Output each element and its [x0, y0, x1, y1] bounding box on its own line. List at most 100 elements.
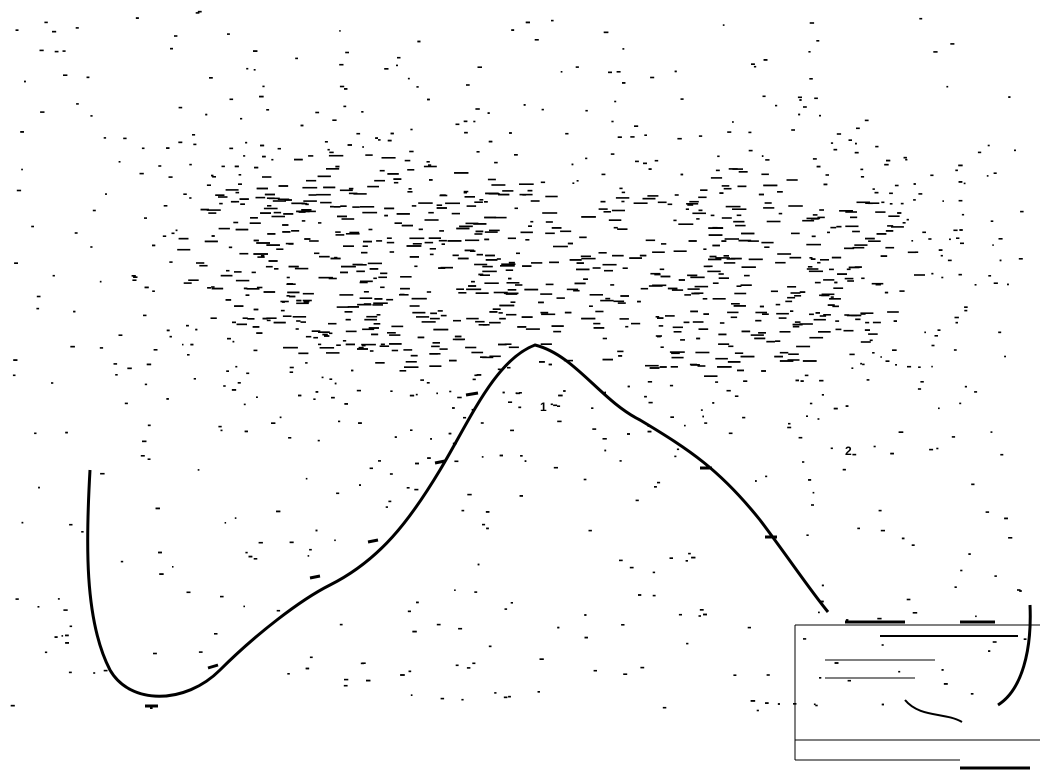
dot [93, 210, 96, 212]
dot [941, 255, 943, 257]
dot [296, 300, 301, 302]
dot [807, 268, 819, 270]
dot [766, 341, 775, 343]
dot [762, 313, 769, 315]
dot [338, 421, 340, 423]
dot [339, 294, 353, 296]
dot [312, 330, 320, 332]
dot [374, 298, 382, 300]
dot [634, 202, 648, 204]
dot [323, 187, 335, 189]
dot [422, 321, 436, 323]
dot [617, 351, 623, 353]
dot [477, 374, 482, 376]
dot [353, 264, 363, 266]
dot [430, 248, 436, 250]
dot [657, 482, 660, 484]
dot [370, 268, 379, 270]
dot [603, 264, 617, 266]
dot [325, 141, 328, 143]
dot [485, 231, 498, 233]
dot [684, 322, 690, 324]
dot [703, 313, 709, 315]
dot [810, 22, 814, 24]
dot [779, 317, 787, 319]
dot [553, 405, 557, 407]
dot [796, 346, 810, 348]
dot [254, 350, 258, 352]
dot [464, 121, 468, 123]
dot [199, 265, 207, 267]
dot [674, 331, 682, 333]
dot [775, 262, 786, 264]
dot [349, 188, 354, 190]
dot [882, 704, 884, 706]
dot [964, 310, 967, 312]
dot [711, 215, 715, 217]
dot [594, 670, 597, 672]
dot [298, 353, 308, 355]
dot [393, 178, 401, 180]
dot [755, 320, 761, 322]
dot [411, 355, 418, 357]
dot [458, 628, 462, 630]
dot [266, 317, 276, 319]
dot [125, 403, 128, 405]
dot [530, 221, 533, 223]
dot [959, 274, 962, 276]
dot [371, 334, 378, 336]
dot [511, 29, 514, 31]
dot [226, 189, 239, 191]
dot [612, 255, 624, 257]
dot [508, 401, 512, 403]
dot [553, 246, 568, 248]
dot [809, 271, 823, 273]
dot [425, 242, 434, 244]
dot [449, 391, 451, 393]
dot [498, 344, 507, 346]
dot [431, 346, 440, 348]
dot [290, 542, 294, 544]
dot [221, 275, 233, 277]
dot [568, 243, 573, 245]
dot [742, 331, 751, 333]
dot [652, 285, 666, 287]
dot [211, 286, 215, 288]
dot [437, 624, 441, 626]
dot [561, 71, 563, 73]
dot [565, 312, 572, 314]
dot [384, 68, 388, 70]
dot [482, 456, 484, 458]
dot [310, 657, 313, 659]
dot [614, 101, 616, 103]
dot [584, 614, 586, 616]
dot [335, 383, 337, 385]
dot [691, 557, 695, 559]
dot [482, 266, 493, 268]
dot [37, 296, 41, 298]
dot [324, 335, 329, 337]
dot [136, 17, 139, 19]
dot [593, 267, 601, 269]
dot [407, 245, 422, 247]
dot [483, 324, 487, 326]
dot [647, 195, 658, 197]
dot [803, 638, 806, 640]
dot [777, 253, 791, 255]
dot [164, 205, 168, 207]
dot [538, 691, 540, 693]
dot [907, 219, 909, 221]
dot [835, 320, 839, 322]
dot [76, 27, 79, 29]
dot [414, 266, 417, 268]
dot [835, 662, 839, 664]
dot [890, 453, 894, 455]
dot [971, 484, 974, 486]
dot [208, 212, 216, 214]
dot [13, 359, 17, 361]
dot [454, 589, 456, 591]
dot [658, 202, 667, 204]
dot [806, 244, 821, 246]
dot [728, 346, 733, 348]
dot [713, 282, 719, 284]
